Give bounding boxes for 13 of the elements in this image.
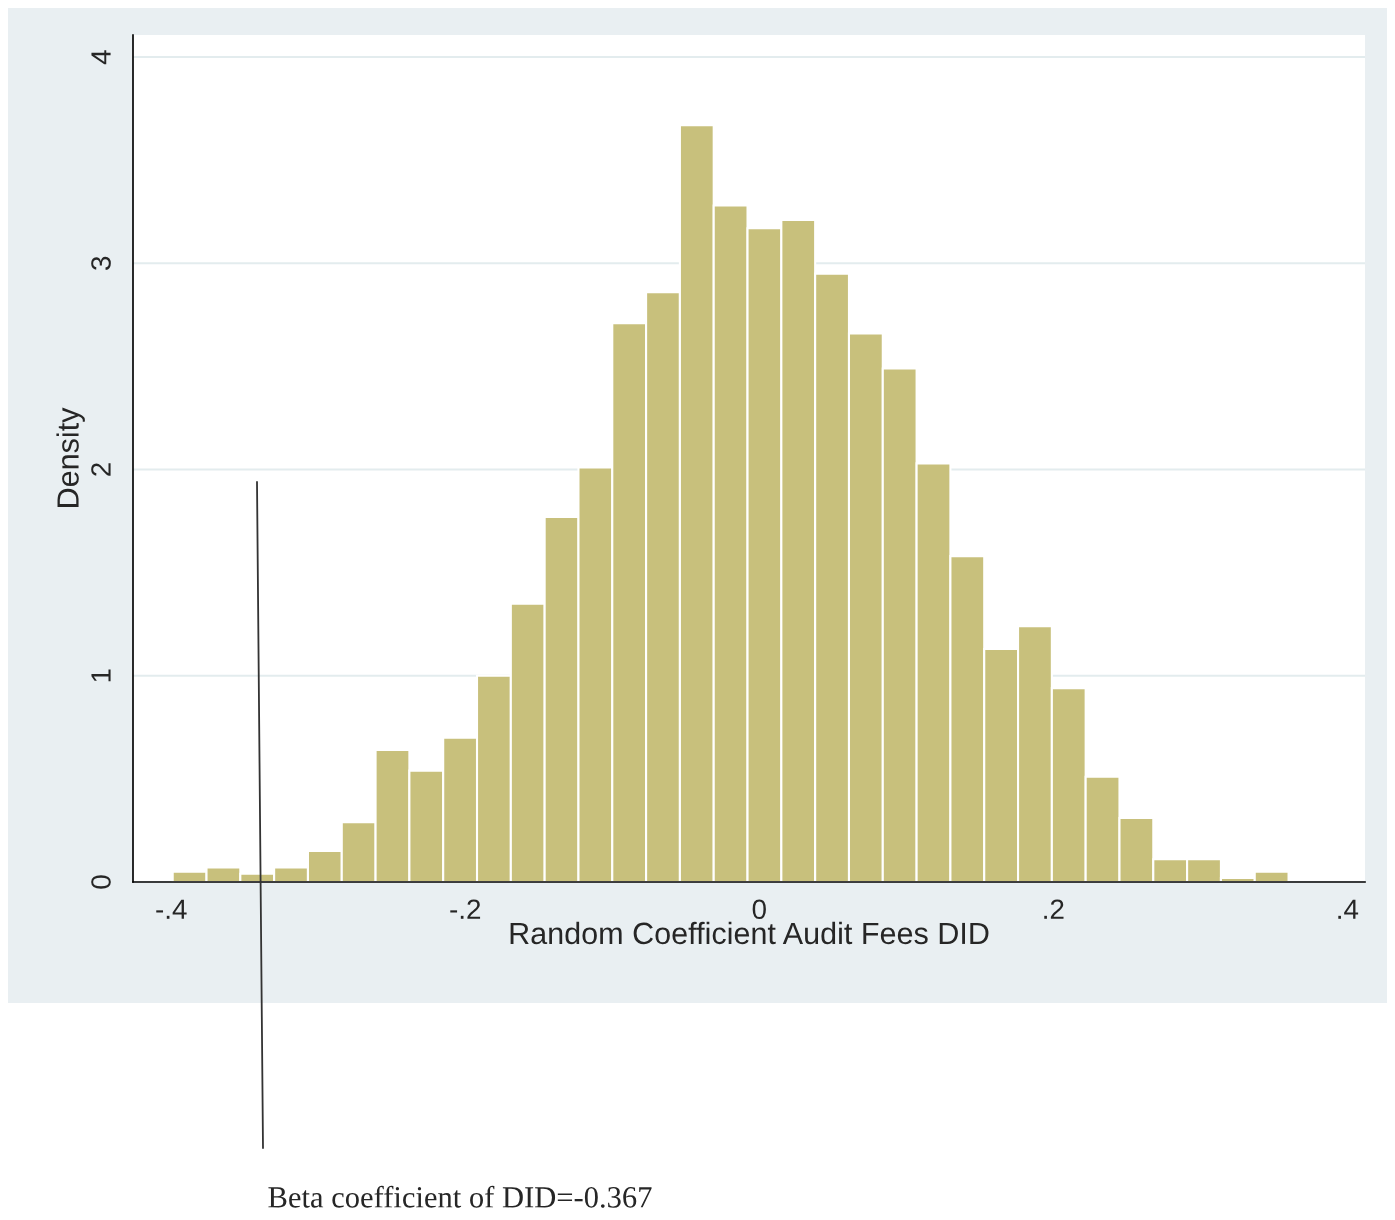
x-tick-label: -.4 xyxy=(156,899,187,919)
y-tick-label: 4 xyxy=(91,50,111,65)
y-axis-title: Density xyxy=(56,407,85,507)
y-tick-label: 0 xyxy=(91,875,111,889)
x-axis-title: Random Coefficient Audit Fees DID xyxy=(510,921,989,945)
y-tick-label: 1 xyxy=(91,669,111,682)
x-tick-label: 0 xyxy=(752,899,766,920)
text: Beta coefficient of DID=-0.367 xyxy=(268,1185,652,1208)
y-tick-label: 2 xyxy=(91,463,111,476)
x-tick-label: -.2 xyxy=(450,899,481,919)
x-tick-label: .2 xyxy=(1044,899,1064,919)
y-tick-label: 3 xyxy=(91,256,111,270)
x-tick-label: .4 xyxy=(1338,899,1359,919)
